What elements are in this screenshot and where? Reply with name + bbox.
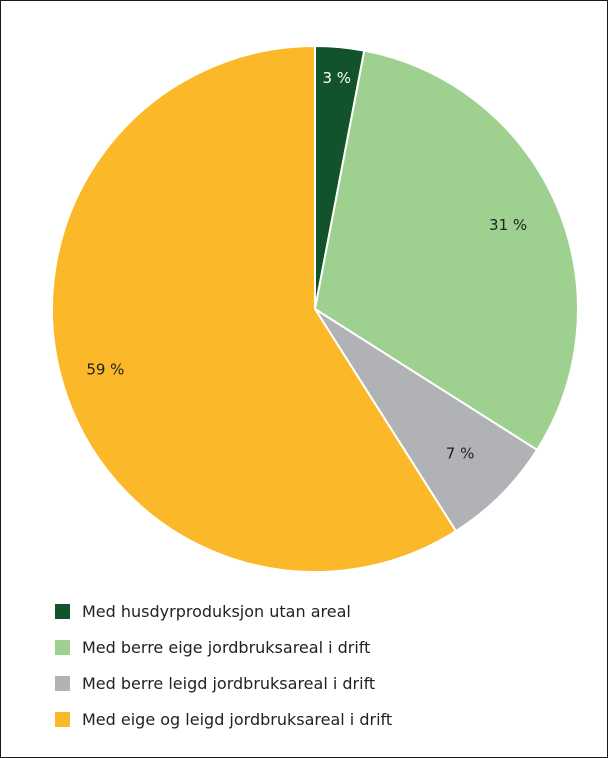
pie-label-eige-og-leigd-areal: 59 % [86, 360, 124, 378]
legend-label: Med eige og leigd jordbruksareal i drift [82, 709, 393, 729]
legend-swatch [55, 639, 70, 655]
legend-item-eige-areal: Med berre eige jordbruksareal i drift [55, 629, 392, 665]
pie-labels: 3 % 31 % 7 % 59 % [86, 69, 527, 462]
legend-label: Med berre leigd jordbruksareal i drift [82, 673, 376, 693]
pie-label-eige-areal: 31 % [489, 216, 527, 234]
legend-label: Med husdyrproduksjon utan areal [82, 601, 351, 621]
legend-swatch [55, 675, 70, 691]
pie-slice-leigd-areal [314, 308, 539, 533]
legend-item-eige-og-leigd-areal: Med eige og leigd jordbruksareal i drift [55, 701, 392, 737]
legend: Med husdyrproduksjon utan areal Med berr… [55, 593, 392, 737]
pie-label-husdyrproduksjon: 3 % [322, 69, 351, 87]
legend-swatch [55, 711, 70, 727]
pie-label-leigd-areal: 7 % [446, 445, 475, 463]
pie-slice-eige-og-leigd-areal [51, 45, 457, 573]
legend-item-husdyrproduksjon: Med husdyrproduksjon utan areal [55, 593, 392, 629]
legend-item-leigd-areal: Med berre leigd jordbruksareal i drift [55, 665, 392, 701]
legend-swatch [55, 603, 70, 619]
legend-label: Med berre eige jordbruksareal i drift [82, 637, 371, 657]
pie-chart: 3 % 31 % 7 % 59 % [51, 45, 579, 573]
pie-slices [51, 45, 579, 573]
